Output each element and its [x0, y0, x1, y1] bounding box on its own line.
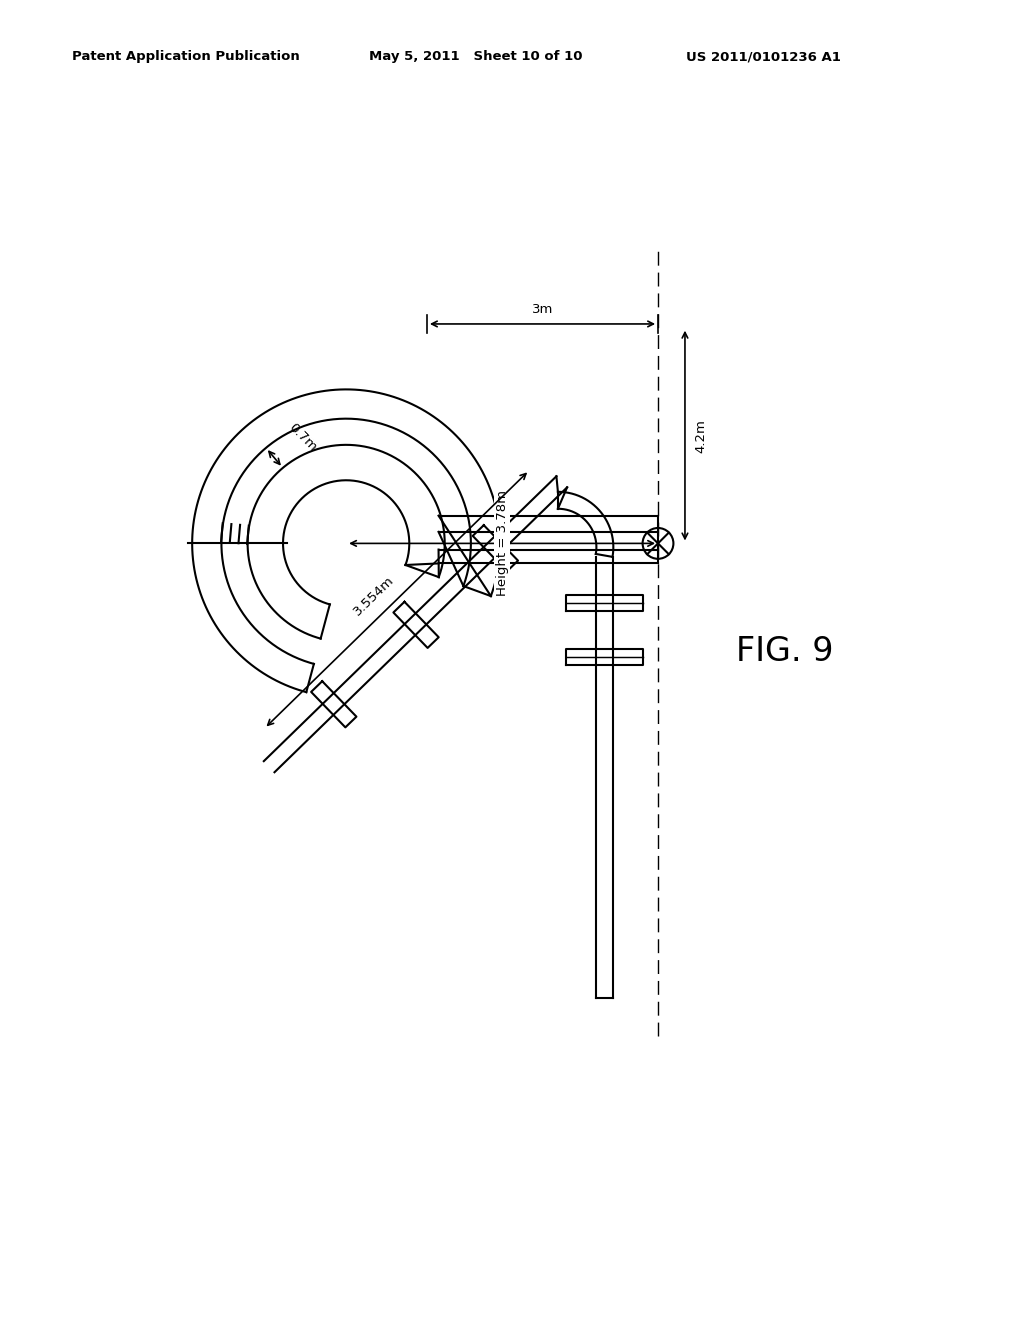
Text: 3m: 3m	[531, 304, 553, 317]
Text: 3.554m: 3.554m	[351, 573, 396, 618]
Text: 4.2m: 4.2m	[694, 418, 708, 453]
Text: US 2011/0101236 A1: US 2011/0101236 A1	[686, 50, 841, 63]
Text: Patent Application Publication: Patent Application Publication	[72, 50, 299, 63]
Text: May 5, 2011   Sheet 10 of 10: May 5, 2011 Sheet 10 of 10	[369, 50, 582, 63]
Text: 0.7m: 0.7m	[286, 421, 319, 454]
Text: Height = 3.78m: Height = 3.78m	[496, 491, 509, 597]
Text: FIG. 9: FIG. 9	[736, 635, 834, 668]
